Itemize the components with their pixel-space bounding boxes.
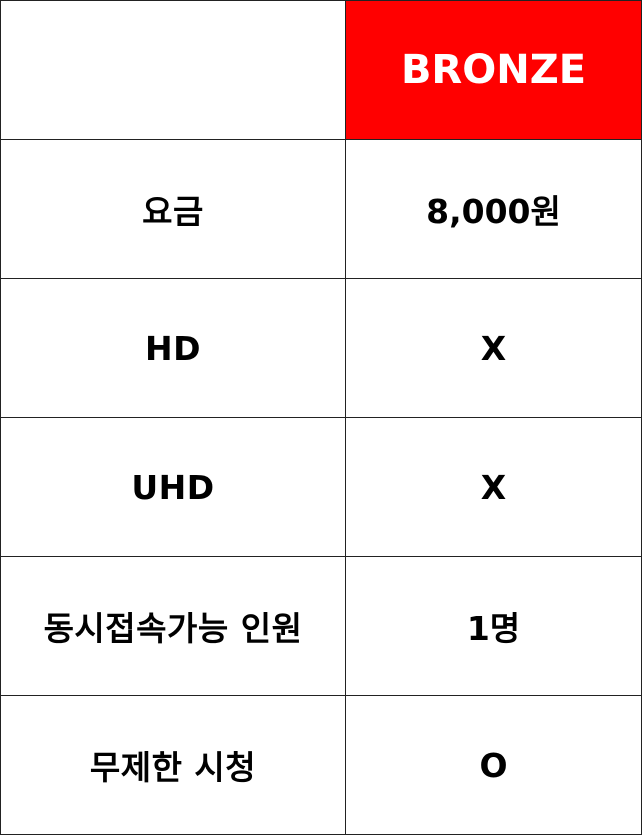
row-value-hd: X	[345, 278, 642, 418]
row-value-unlimited-viewing: O	[345, 695, 642, 835]
row-value-price: 8,000원	[345, 139, 642, 279]
row-label-price: 요금	[0, 139, 346, 279]
table-row-unlimited-viewing: 무제한 시청 O	[0, 695, 642, 835]
table-row-price: 요금 8,000원	[0, 139, 642, 279]
table-row-hd: HD X	[0, 278, 642, 418]
empty-header-cell	[0, 0, 346, 140]
table-row-uhd: UHD X	[0, 417, 642, 557]
row-label-hd: HD	[0, 278, 346, 418]
table-row-concurrent-users: 동시접속가능 인원 1명	[0, 556, 642, 696]
row-label-uhd: UHD	[0, 417, 346, 557]
row-value-concurrent-users: 1명	[345, 556, 642, 696]
plan-name-header: BRONZE	[345, 0, 642, 140]
table-header-row: BRONZE	[0, 0, 642, 140]
row-label-concurrent-users: 동시접속가능 인원	[0, 556, 346, 696]
row-value-uhd: X	[345, 417, 642, 557]
row-label-unlimited-viewing: 무제한 시청	[0, 695, 346, 835]
